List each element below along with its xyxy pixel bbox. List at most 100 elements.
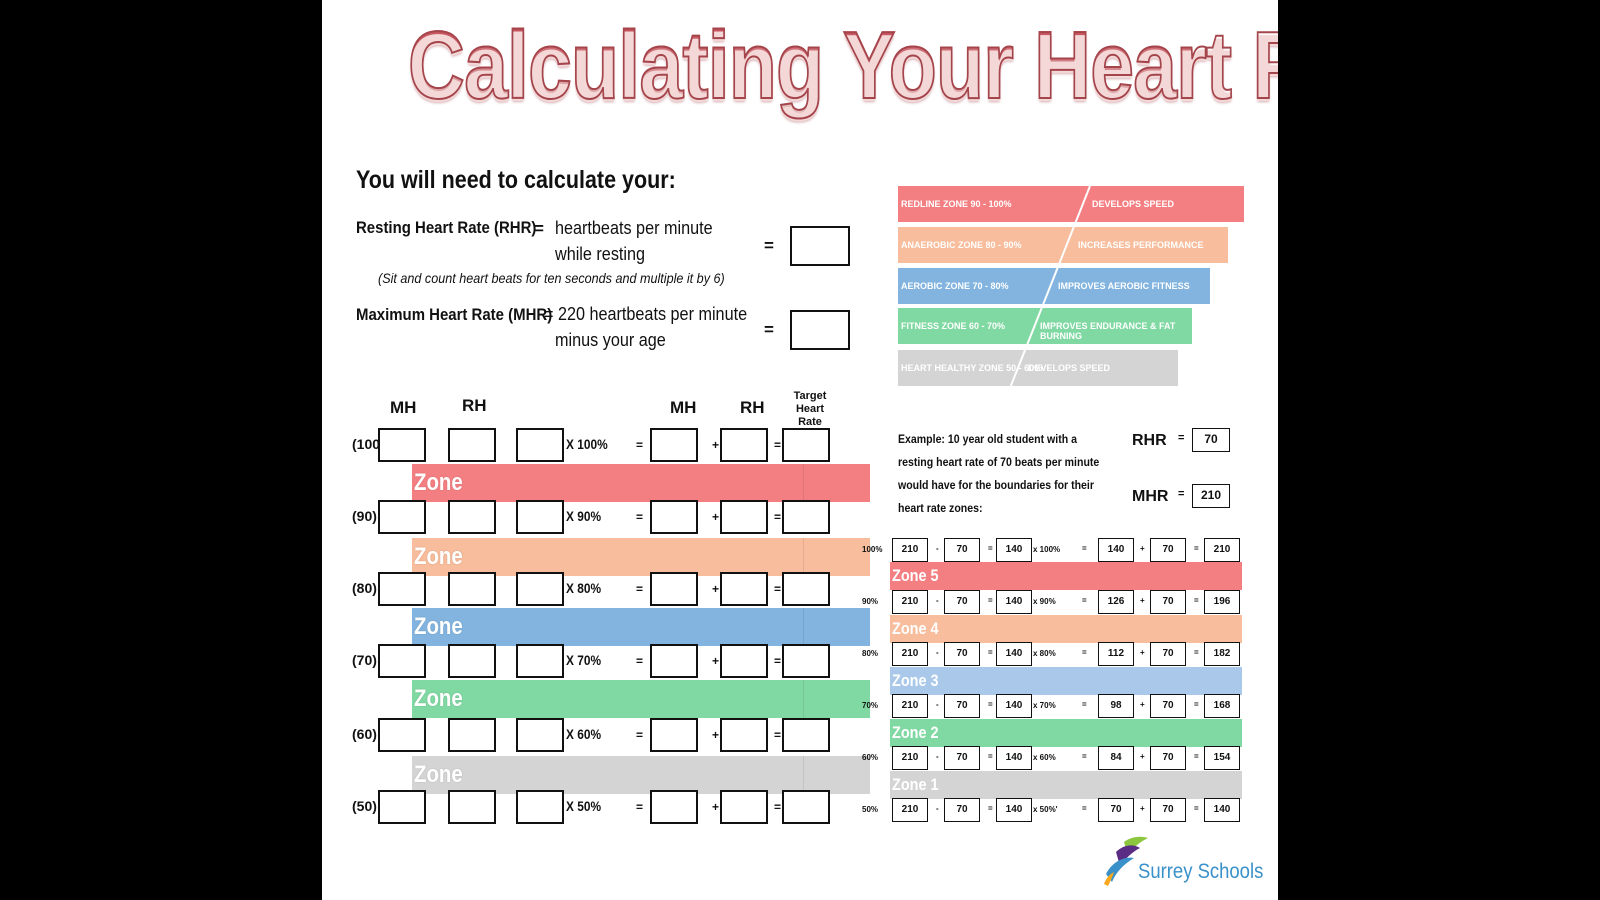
col-header-target-heart-rate: Target Heart Rate — [780, 390, 840, 429]
example-mh-value: 210 — [892, 590, 928, 614]
mhr-answer-box[interactable] — [790, 310, 850, 350]
intro-heading: You will need to calculate your: — [356, 166, 676, 194]
rh-add-input-box[interactable] — [720, 500, 768, 534]
example-mhr-label: MHR — [1132, 488, 1169, 505]
difference-input-box[interactable] — [516, 428, 564, 462]
zone-band-label: Zone — [414, 761, 463, 788]
equals-sign: = — [988, 596, 993, 605]
equals-sign: = — [774, 728, 782, 742]
plus-sign: + — [1140, 804, 1145, 813]
example-row: 60% 210-70 = 140 x 60% = 84 +70 = 154 — [862, 746, 1242, 772]
product-input-box[interactable] — [650, 718, 698, 752]
rh-add-input-box[interactable] — [720, 790, 768, 824]
target-heart-rate-box[interactable] — [782, 790, 830, 824]
row-percent-label: (100 — [352, 436, 381, 452]
surrey-schools-leaf-icon — [1104, 836, 1148, 886]
rh-input-box[interactable] — [448, 790, 496, 824]
example-multiplier: x 90% — [1033, 597, 1056, 606]
equals-sign: = — [988, 648, 993, 657]
mh-input-box[interactable] — [378, 572, 426, 606]
mhr-definition-line2: minus your age — [555, 330, 666, 350]
rh-input-box[interactable] — [448, 572, 496, 606]
difference-input-box[interactable] — [516, 644, 564, 678]
equals-sign: = — [636, 510, 644, 524]
mh-input-box[interactable] — [378, 500, 426, 534]
example-rh-value: 70 — [944, 590, 980, 614]
mh-input-box[interactable] — [378, 428, 426, 462]
pyramid-zone-label: ANAEROBIC ZONE 80 - 90% — [901, 240, 1022, 250]
example-rh-value: 70 — [944, 642, 980, 666]
target-heart-rate-box[interactable] — [782, 500, 830, 534]
product-input-box[interactable] — [650, 572, 698, 606]
plus-sign: + — [1140, 752, 1145, 761]
rh-input-box[interactable] — [448, 500, 496, 534]
pyramid-divider — [1009, 186, 1091, 389]
rh-input-box[interactable] — [448, 428, 496, 462]
rhr-answer-box[interactable] — [790, 226, 850, 266]
worksheet-row: (50)-=X 50%=+= — [352, 790, 872, 826]
example-rh-add-value: 70 — [1150, 694, 1186, 718]
multiplier-label: X 50% — [566, 798, 602, 814]
col-header-rh-2: RH — [740, 398, 765, 417]
pyramid-zone-benefit: IMPROVES AEROBIC FITNESS — [1058, 281, 1190, 291]
equals-sign: = — [636, 728, 644, 742]
equals-sign: = — [988, 700, 993, 709]
rhr-equals: = — [534, 219, 544, 238]
col-header-rh: RH — [462, 396, 487, 415]
target-heart-rate-box[interactable] — [782, 572, 830, 606]
difference-input-box[interactable] — [516, 500, 564, 534]
example-multiplier: x 70% — [1033, 701, 1056, 710]
col-header-thr-line2: Rate — [798, 416, 822, 428]
rh-add-input-box[interactable] — [720, 644, 768, 678]
example-product-value: 70 — [1098, 798, 1134, 822]
equals-sign: = — [1082, 804, 1087, 813]
target-heart-rate-box[interactable] — [782, 718, 830, 752]
difference-input-box[interactable] — [516, 572, 564, 606]
example-row-percent: 80% — [862, 649, 879, 658]
rh-add-input-box[interactable] — [720, 572, 768, 606]
product-input-box[interactable] — [650, 500, 698, 534]
product-input-box[interactable] — [650, 644, 698, 678]
mh-input-box[interactable] — [378, 790, 426, 824]
rh-input-box[interactable] — [448, 718, 496, 752]
example-zone-band-4: Zone 4 — [890, 615, 1242, 643]
pyramid-zone-label: REDLINE ZONE 90 - 100% — [901, 199, 1012, 209]
target-heart-rate-box[interactable] — [782, 428, 830, 462]
example-row-percent: 90% — [862, 597, 879, 606]
zone-worksheet: MH RH MH RH Target Heart Rate Zone Zone Zo… — [352, 390, 872, 830]
zone-band-2: Zone — [412, 538, 870, 576]
difference-input-box[interactable] — [516, 718, 564, 752]
mh-input-box[interactable] — [378, 718, 426, 752]
example-rhr-equals: = — [1178, 432, 1185, 444]
equals-sign: = — [636, 582, 644, 596]
equals-sign: = — [774, 438, 782, 452]
row-percent-label: (80) — [352, 580, 377, 596]
example-rh-add-value: 70 — [1150, 642, 1186, 666]
example-zone-band-5: Zone 5 — [890, 562, 1242, 590]
mh-input-box[interactable] — [378, 644, 426, 678]
col-header-mh: MH — [390, 398, 417, 417]
rh-input-box[interactable] — [448, 644, 496, 678]
product-input-box[interactable] — [650, 790, 698, 824]
plus-sign: + — [712, 582, 720, 596]
example-rh-add-value: 70 — [1150, 590, 1186, 614]
worksheet-page: Calculating Your Heart Rate Zones You wi… — [322, 0, 1278, 900]
rh-add-input-box[interactable] — [720, 718, 768, 752]
row-percent-label: (60) — [352, 726, 377, 742]
rh-add-input-box[interactable] — [720, 428, 768, 462]
difference-input-box[interactable] — [516, 790, 564, 824]
plus-sign: + — [1140, 700, 1145, 709]
equals-sign: = — [1194, 544, 1199, 553]
minus-sign: - — [936, 804, 939, 813]
zone-band-label: Zone — [414, 685, 463, 712]
product-input-box[interactable] — [650, 428, 698, 462]
logo-text: Surrey Schools — [1138, 860, 1264, 883]
example-difference-value: 140 — [996, 746, 1032, 770]
example-row-percent: 70% — [862, 701, 879, 710]
pyramid-zone-label: FITNESS ZONE 60 - 70% — [901, 321, 1006, 331]
zone-band-label: Zone — [414, 613, 463, 640]
example-difference-value: 140 — [996, 590, 1032, 614]
example-target-heart-rate: 154 — [1204, 746, 1240, 770]
example-rhr-value: 70 — [1192, 428, 1230, 452]
target-heart-rate-box[interactable] — [782, 644, 830, 678]
